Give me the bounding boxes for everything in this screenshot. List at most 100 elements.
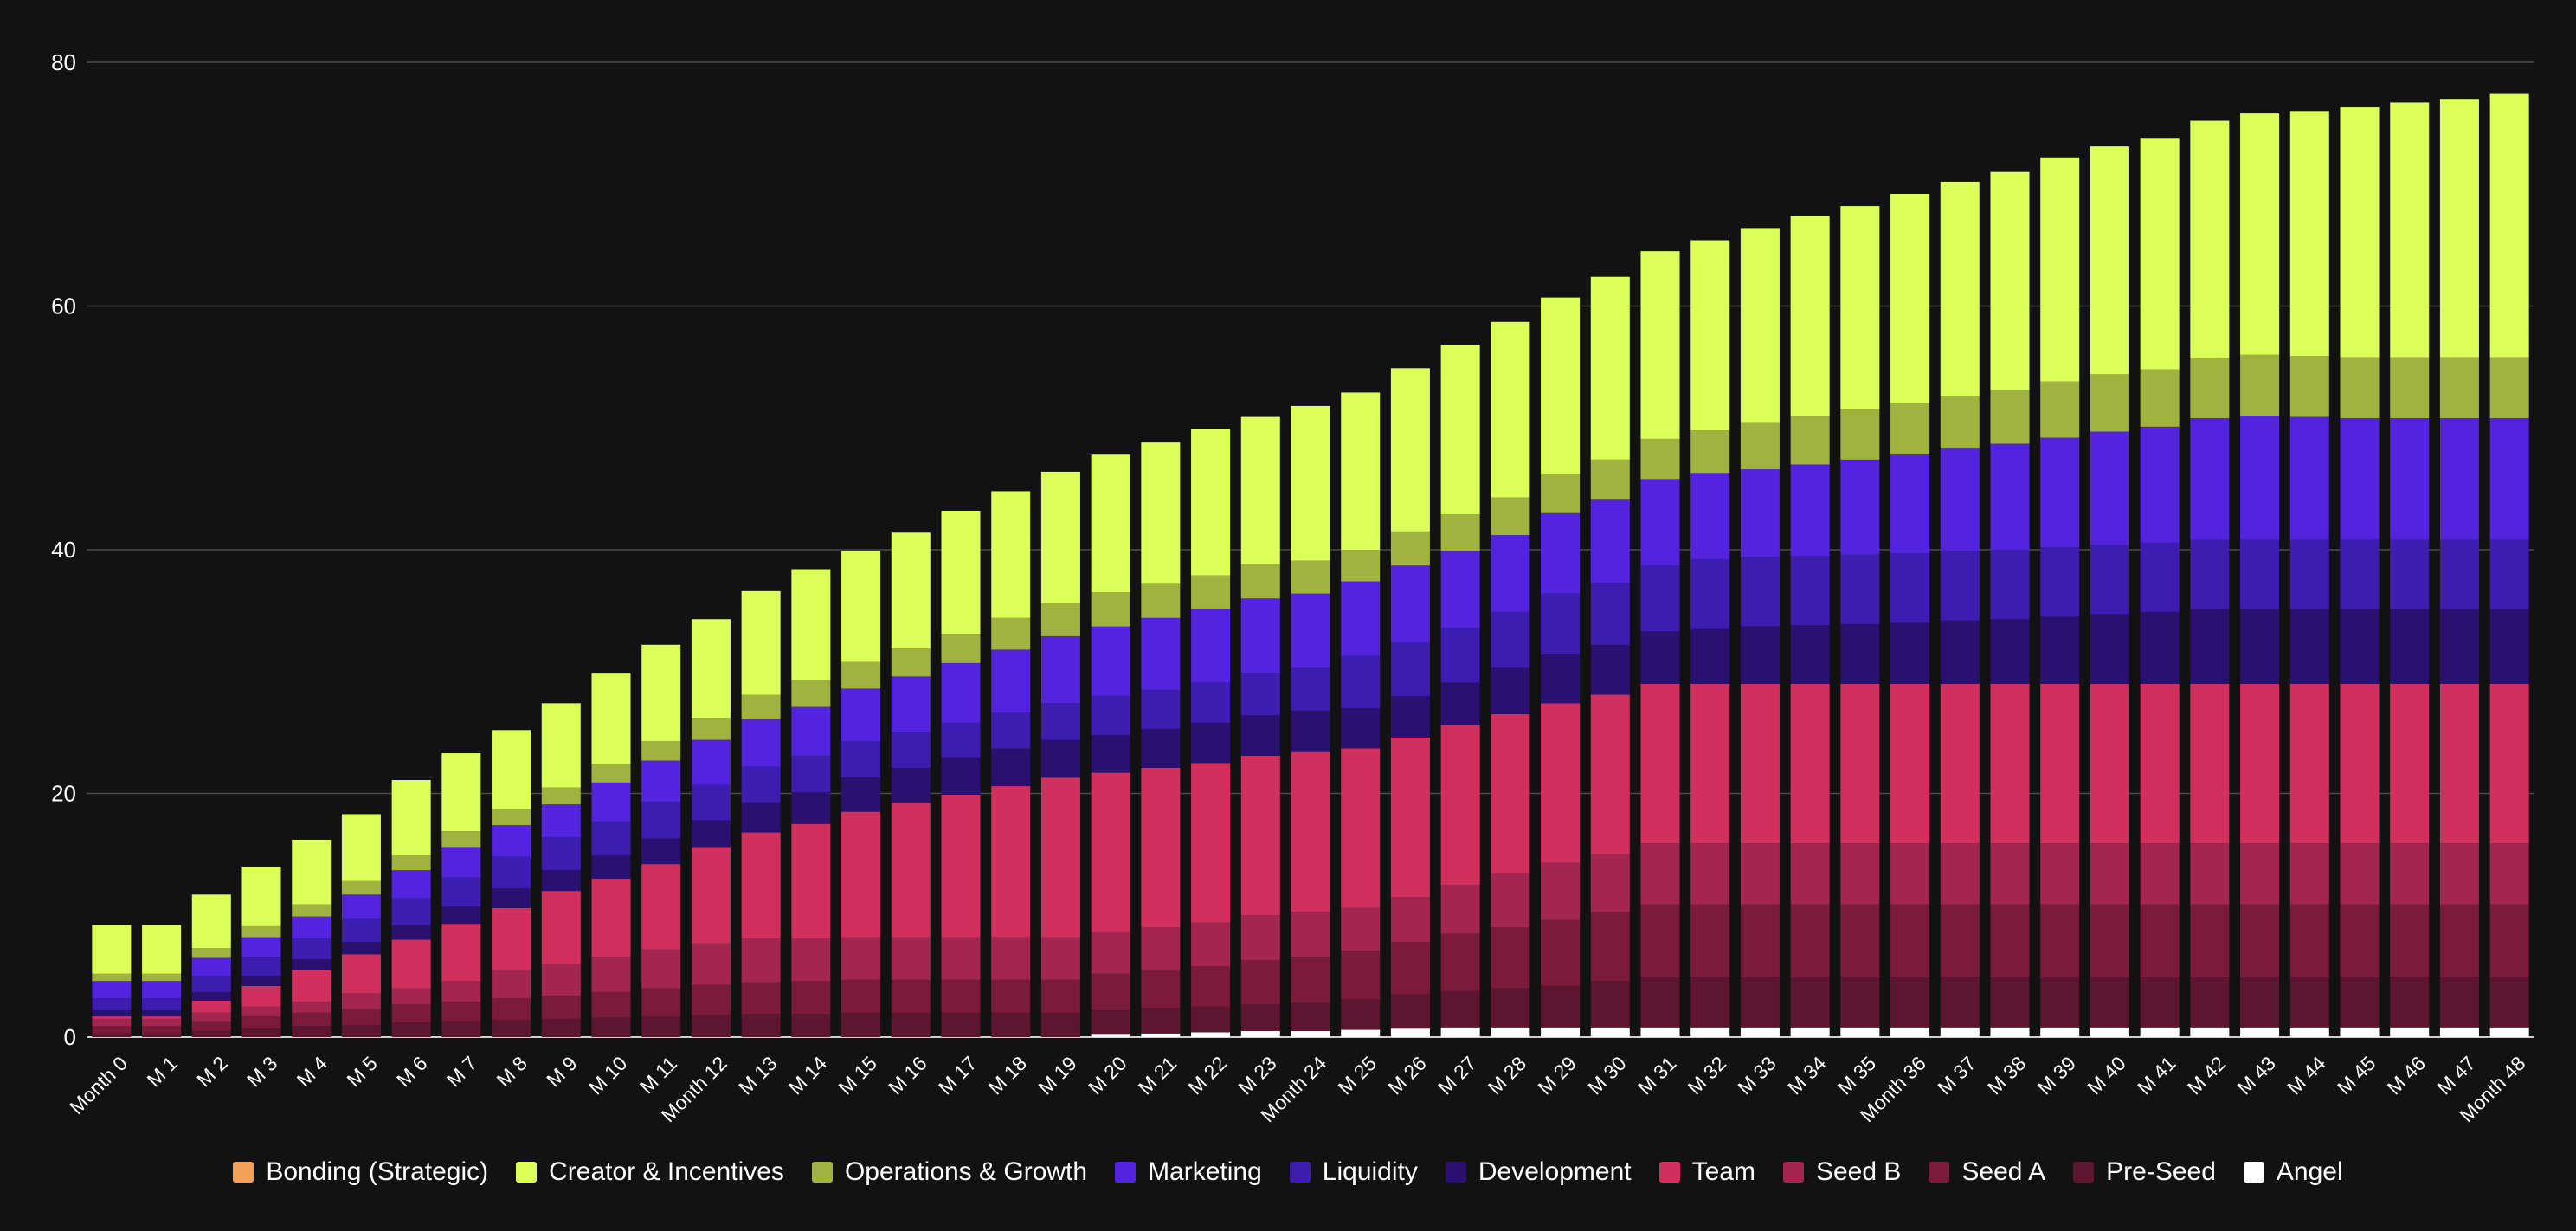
bar-segment	[2340, 1027, 2380, 1037]
bar-segment	[1491, 667, 1530, 715]
legend-item[interactable]: Team	[1658, 1157, 1755, 1187]
bar-segment	[2489, 977, 2529, 1028]
bar-segment	[142, 1033, 182, 1037]
bar-segment	[1541, 862, 1581, 920]
bar-segment	[741, 832, 781, 938]
y-tick-label: 80	[51, 49, 76, 75]
bar-segment	[191, 957, 231, 976]
legend-item[interactable]: Seed B	[1782, 1157, 1901, 1187]
bar-segment	[1640, 565, 1680, 632]
bar-segment	[1690, 240, 1730, 431]
bar-segment	[1390, 994, 1430, 1029]
bar-segment	[791, 706, 831, 756]
bar-segment	[641, 644, 681, 741]
legend-item[interactable]: Operations & Growth	[811, 1157, 1087, 1187]
bar-segment	[1990, 390, 2030, 444]
x-tick-label: M 10	[584, 1052, 632, 1099]
bar-segment	[791, 569, 831, 680]
bar-segment	[841, 688, 881, 741]
bar-segment	[1341, 550, 1381, 582]
bar-segment	[1191, 966, 1231, 1007]
bar-segment	[1790, 904, 1830, 978]
bar-segment	[2390, 977, 2430, 1028]
bar-segment	[2190, 358, 2230, 418]
bar-segment	[1640, 438, 1680, 480]
legend-item[interactable]: Marketing	[1115, 1157, 1262, 1187]
bar-segment	[1341, 951, 1381, 1000]
bar-segment	[92, 973, 132, 982]
legend-item[interactable]: Seed A	[1929, 1157, 2045, 1187]
legend-label: Marketing	[1148, 1157, 1262, 1186]
x-tick-label: M 27	[1433, 1052, 1481, 1099]
bar-segment	[391, 939, 431, 989]
bar-segment	[1990, 904, 2030, 978]
bar-segment	[2289, 609, 2329, 684]
bar-segment	[1990, 843, 2030, 905]
legend-item[interactable]: Pre-Seed	[2073, 1157, 2216, 1187]
bar-segment	[2190, 904, 2230, 978]
bar-segment	[1191, 1032, 1231, 1037]
x-tick-label: M 17	[934, 1052, 982, 1099]
bar-segment	[1840, 206, 1880, 410]
bar-segment	[841, 979, 881, 1013]
bar-segment	[441, 924, 481, 982]
x-tick-label: M 29	[1533, 1052, 1581, 1099]
bar-segment	[791, 981, 831, 1015]
legend-item[interactable]: Angel	[2243, 1157, 2343, 1187]
bar-segment	[991, 748, 1031, 787]
bar-segment	[1990, 1027, 2030, 1037]
bar-segment	[1390, 641, 1430, 696]
bar-segment	[92, 925, 132, 974]
bar-segment	[1240, 960, 1280, 1004]
bar-segment	[2090, 431, 2129, 545]
bar-segment	[2040, 1027, 2080, 1037]
bar-segment	[1491, 988, 1530, 1028]
bar-segment	[541, 870, 581, 892]
bar-segment	[191, 948, 231, 958]
bar-segment	[292, 1026, 332, 1037]
bar-segment	[2140, 369, 2180, 427]
bar-segment	[242, 957, 281, 976]
bar-segment	[2240, 416, 2280, 540]
bar-segment	[591, 673, 631, 764]
bar-segment	[2090, 843, 2129, 905]
bar-segment	[641, 760, 681, 802]
bar-segment	[1191, 922, 1231, 967]
bar-segment	[791, 938, 831, 982]
bar-segment	[1240, 673, 1280, 716]
bar-segment	[1890, 977, 1930, 1028]
bar-segment	[242, 985, 281, 1007]
bar-segment	[541, 964, 581, 996]
bar-segment	[341, 918, 381, 943]
bar-segment	[1590, 499, 1630, 583]
bar-segment	[1191, 763, 1231, 923]
bar-segment	[2040, 904, 2080, 978]
x-tick-label: M 21	[1134, 1052, 1182, 1099]
bar-segment	[341, 1009, 381, 1025]
bar-segment	[1091, 931, 1130, 974]
bar-segment	[2140, 542, 2180, 612]
bar-segment	[492, 1020, 531, 1037]
bar-segment	[1940, 977, 1980, 1028]
legend-item[interactable]: Liquidity	[1289, 1157, 1418, 1187]
bar-segment	[1091, 772, 1130, 932]
bar-segment	[1541, 474, 1581, 513]
bar-segment	[1840, 904, 1880, 978]
bar-segment	[1590, 583, 1630, 645]
bar-segment	[1541, 297, 1581, 474]
bar-segment	[1541, 654, 1581, 704]
bar-segment	[2390, 843, 2430, 905]
bar-segment	[1940, 843, 1980, 905]
bar-segment	[791, 823, 831, 938]
bar-segment	[591, 782, 631, 822]
bar-segment	[2240, 904, 2280, 978]
bar-segment	[741, 590, 781, 695]
bar-segment	[2190, 1027, 2230, 1037]
bar-segment	[741, 938, 781, 983]
x-tick-label: M 7	[442, 1052, 481, 1091]
bar-segment	[1890, 553, 1930, 623]
legend-item[interactable]: Development	[1445, 1157, 1632, 1187]
legend-item[interactable]: Creator & Incentives	[516, 1157, 784, 1187]
legend-item[interactable]: Bonding (Strategic)	[233, 1157, 488, 1187]
bar-segment	[2439, 609, 2479, 684]
